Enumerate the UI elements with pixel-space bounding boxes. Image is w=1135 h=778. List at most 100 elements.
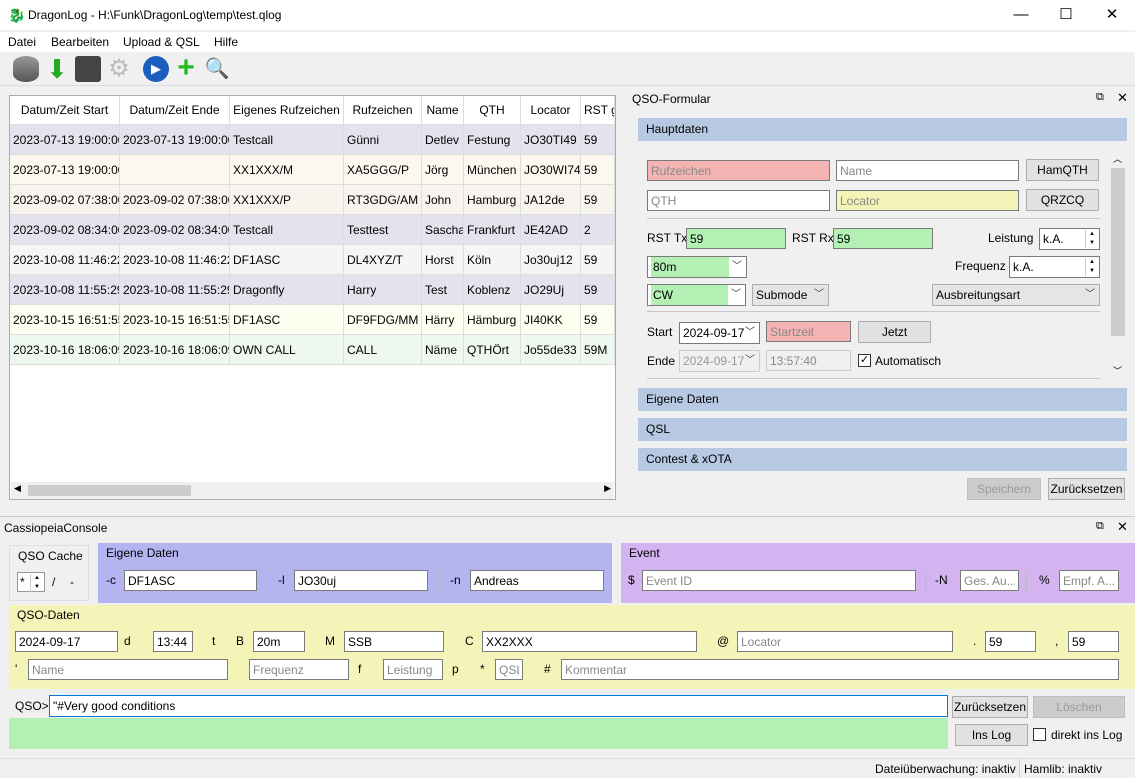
qso-mode-input[interactable] (344, 631, 444, 652)
spin-arrows-icon[interactable]: ▲ ▼ (1085, 258, 1098, 276)
zuruecksetzen-button[interactable]: Zurücksetzen (1048, 478, 1125, 500)
qth-input[interactable] (647, 190, 830, 211)
spin-arrows-icon[interactable]: ▲ ▼ (30, 574, 43, 592)
speichern-button[interactable]: Speichern (967, 478, 1041, 500)
chevron-down-icon: ﹀ (1085, 289, 1095, 300)
column-header[interactable]: Datum/Zeit Start (10, 96, 120, 125)
own-locator-input[interactable] (294, 570, 428, 591)
hamqth-button[interactable]: HamQTH (1026, 159, 1099, 181)
minimize-button[interactable]: — (1013, 6, 1029, 23)
column-header[interactable]: RST g (581, 96, 615, 125)
direkt-checkbox[interactable] (1033, 728, 1046, 741)
end-time-input[interactable] (766, 350, 851, 371)
rufzeichen-input[interactable] (647, 160, 830, 181)
divider (647, 218, 1100, 219)
qso-name-input[interactable] (28, 659, 228, 680)
table-row[interactable]: 2023-10-08 11:55:29 2023-10-08 11:55:29 Dr… (10, 275, 615, 305)
menu-datei[interactable]: Datei (8, 35, 37, 49)
qso-band-input[interactable] (253, 631, 305, 652)
mode-select[interactable]: CW ﹀ (647, 284, 746, 306)
ins-log-button[interactable]: Ins Log (955, 724, 1028, 746)
play-icon[interactable]: ▶ (143, 56, 169, 82)
name-input[interactable] (836, 160, 1019, 181)
qso-call-input[interactable] (482, 631, 697, 652)
qso-locator-input[interactable] (737, 631, 953, 652)
horizontal-scrollbar[interactable]: ◀ ▶ (11, 482, 614, 499)
group-title: Event (629, 546, 660, 560)
table-row[interactable]: 2023-10-08 11:46:22 2023-10-08 11:46:22 DF… (10, 245, 615, 275)
close-button[interactable]: ✕ (1105, 6, 1119, 23)
qso-comment-input[interactable] (561, 659, 1119, 680)
qso-freq-input[interactable] (249, 659, 349, 680)
band-select[interactable]: 80m ﹀ (647, 256, 747, 278)
import-icon[interactable]: ⬇ (46, 54, 68, 84)
rst-tx-input[interactable] (686, 228, 786, 249)
section-qsl[interactable]: QSL (638, 418, 1127, 441)
propagation-select[interactable]: Ausbreitungsart ﹀ (932, 284, 1100, 306)
spin-arrows-icon[interactable]: ▲ ▼ (1085, 230, 1098, 248)
table-cell: 59M (581, 335, 615, 365)
recv-exchange-input[interactable] (1059, 570, 1119, 591)
table-cell (120, 155, 230, 185)
settings-icon[interactable]: ⚙ (108, 55, 130, 82)
cache-spinbox[interactable]: * ▲ ▼ (17, 572, 45, 592)
event-id-input[interactable] (642, 570, 916, 591)
console-reset-button[interactable]: Zurücksetzen (952, 696, 1028, 718)
automatisch-checkbox[interactable]: ✓ (858, 354, 871, 367)
menu-upload-qsl[interactable]: Upload & QSL (123, 35, 200, 49)
column-header[interactable]: Name (422, 96, 464, 125)
table-cell: München (464, 155, 521, 185)
rst-rcvd-input[interactable] (1068, 631, 1119, 652)
close-icon[interactable]: ✕ (1117, 519, 1128, 534)
database-icon[interactable] (13, 56, 39, 82)
table-row[interactable]: 2023-10-15 16:51:55 2023-10-15 16:51:55 DF… (10, 305, 615, 335)
maximize-button[interactable]: ☐ (1059, 6, 1073, 23)
table-cell: DF9FDG/MM (344, 305, 422, 335)
column-header[interactable]: Datum/Zeit Ende (120, 96, 230, 125)
locator-input[interactable] (836, 190, 1019, 211)
start-time-input[interactable] (766, 321, 851, 342)
qso-power-input[interactable] (383, 659, 443, 680)
qso-cache-group: QSO Cache * ▲ ▼ / - (9, 545, 89, 601)
console-delete-button[interactable]: Löschen (1033, 696, 1125, 718)
column-header[interactable]: Locator (521, 96, 581, 125)
float-icon[interactable]: ⧉ (1096, 91, 1104, 103)
rst-sent-input[interactable] (985, 631, 1036, 652)
column-header[interactable]: Eigenes Rufzeichen (230, 96, 344, 125)
own-call-input[interactable] (124, 570, 257, 591)
table-cell: DF1ASC (230, 245, 344, 275)
section-contest[interactable]: Contest & xOTA (638, 448, 1127, 471)
leistung-spinbox[interactable]: k.A. ▲ ▼ (1039, 228, 1100, 250)
qso-qsl-input[interactable] (495, 659, 523, 680)
column-header[interactable]: QTH (464, 96, 521, 125)
table-row[interactable]: 2023-07-13 19:00:00 2023-07-13 19:00:00 Te… (10, 125, 615, 155)
submode-select[interactable]: Submode ﹀ (752, 284, 829, 306)
menu-bearbeiten[interactable]: Bearbeiten (51, 35, 110, 49)
qso-date-input[interactable] (15, 631, 118, 652)
start-date-picker[interactable]: 2024-09-17 ﹀ (679, 322, 760, 344)
sent-exchange-input[interactable] (960, 570, 1019, 591)
search-icon[interactable]: 🔍 (204, 58, 230, 80)
qrzcq-button[interactable]: QRZCQ (1026, 189, 1099, 211)
form-vertical-scrollbar[interactable]: ︿ ﹀ (1110, 150, 1126, 382)
frequenz-spinbox[interactable]: k.A. ▲ ▼ (1009, 256, 1100, 278)
float-icon[interactable]: ⧉ (1096, 520, 1104, 532)
console-input[interactable] (49, 695, 948, 717)
own-name-input[interactable] (470, 570, 604, 591)
table-row[interactable]: 2023-10-16 18:06:09 2023-10-16 18:06:09 OW… (10, 335, 615, 365)
column-header[interactable]: Rufzeichen (344, 96, 422, 125)
table-row[interactable]: 2023-09-02 08:34:00 2023-09-02 08:34:00 Te… (10, 215, 615, 245)
section-hauptdaten[interactable]: Hauptdaten (638, 118, 1127, 141)
table-row[interactable]: 2023-07-13 19:00:00 XX1XXX/M XA5GGG/P Jörg M… (10, 155, 615, 185)
rst-rx-input[interactable] (833, 228, 933, 249)
c-label: -c (106, 573, 116, 587)
add-icon[interactable]: + (177, 51, 195, 84)
section-eigene-daten[interactable]: Eigene Daten (638, 388, 1127, 411)
save-settings-icon[interactable] (75, 56, 101, 82)
close-icon[interactable]: ✕ (1117, 90, 1128, 105)
qso-time-input[interactable] (153, 631, 193, 652)
menu-hilfe[interactable]: Hilfe (214, 35, 239, 49)
end-date-picker[interactable]: 2024-09-17 ﹀ (679, 350, 760, 372)
jetzt-button[interactable]: Jetzt (858, 321, 931, 343)
table-row[interactable]: 2023-09-02 07:38:00 2023-09-02 07:38:00 XX… (10, 185, 615, 215)
